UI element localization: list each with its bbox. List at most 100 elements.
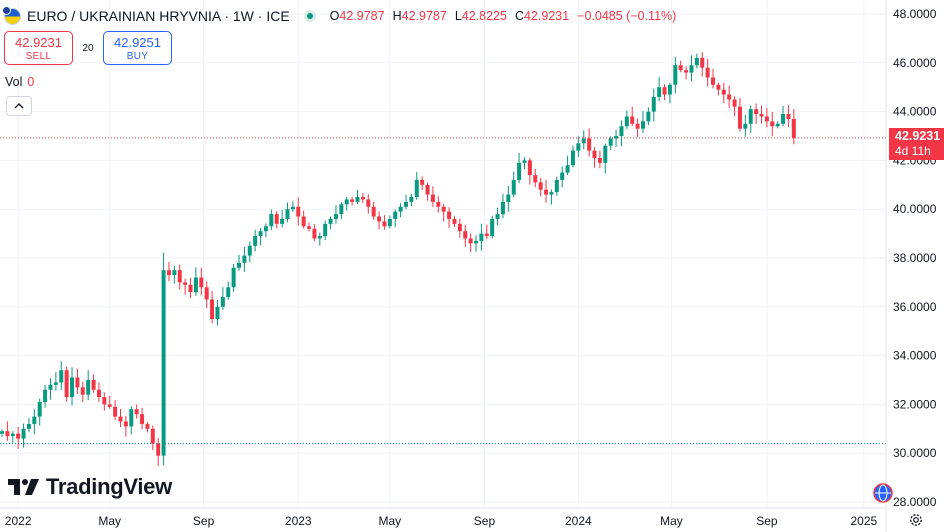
candle-body (193, 277, 198, 293)
x-tick-label: 2025 (850, 514, 877, 528)
candle-body (737, 106, 742, 129)
candle-body (403, 201, 408, 207)
candle-body (398, 206, 403, 212)
candle-body (80, 387, 85, 395)
y-tick-label: 44.0000 (893, 105, 937, 119)
buy-price: 42.9251 (114, 35, 161, 50)
candle-body (538, 182, 543, 190)
candle-body (533, 175, 538, 183)
candle-body (544, 189, 549, 195)
candle-body (258, 231, 263, 237)
candle-body (570, 150, 575, 166)
buy-button[interactable]: 42.9251 BUY (103, 31, 172, 65)
chart-header: EURO / UKRAINIAN HRYVNIA · 1W · ICE O42.… (2, 5, 676, 26)
candle-body (210, 299, 215, 319)
candle-body (118, 416, 123, 422)
candle-body (21, 428, 26, 439)
candle-body (619, 126, 624, 136)
candle-body (263, 226, 268, 232)
candle-body (242, 255, 247, 263)
candle-body (231, 267, 236, 288)
candle-body (59, 370, 64, 383)
spread-value: 20 (82, 42, 94, 54)
candle-body (350, 199, 355, 202)
volume-value: 0 (27, 75, 35, 89)
candle-body (759, 114, 764, 117)
sell-button[interactable]: 42.9231 SELL (4, 31, 73, 65)
symbol-title[interactable]: EURO / UKRAINIAN HRYVNIA · 1W · ICE (27, 8, 290, 24)
candle-body (522, 160, 527, 163)
reference-line (0, 137, 886, 444)
candle-body (274, 214, 279, 224)
candle-body (576, 143, 581, 151)
candle-body (463, 231, 468, 239)
globe-icon[interactable] (873, 483, 893, 503)
candle-body (360, 197, 365, 200)
candle-body (527, 160, 532, 176)
candle-body (323, 223, 328, 237)
candle-body (53, 382, 58, 385)
volume-legend: Vol 0 (5, 75, 34, 89)
candle-body (172, 270, 177, 276)
ohlc-low: L42.8225 (454, 9, 507, 23)
candle-body (624, 116, 629, 127)
candle-body (614, 136, 619, 139)
candle-body (479, 233, 484, 241)
candle-body (215, 306, 220, 319)
last-price-label: 42.9231 4d 11h (889, 128, 944, 160)
candle-body (506, 194, 511, 202)
candle-body (312, 228, 317, 239)
candle-body (721, 89, 726, 95)
candle-body (301, 216, 306, 227)
candle-body (328, 218, 333, 224)
candle-body (26, 423, 31, 429)
x-tick-label: 2023 (285, 514, 312, 528)
candle-body (743, 123, 748, 129)
candle-body (107, 404, 112, 407)
candle-body (75, 377, 80, 388)
ohlc-close: C42.9231 (514, 9, 570, 23)
tradingview-logo[interactable]: TradingView (8, 474, 172, 500)
candle-body (366, 199, 371, 207)
candle-body (16, 433, 21, 439)
candle-body (791, 118, 796, 138)
candle-body (420, 179, 425, 185)
chart-grid (0, 0, 886, 508)
y-tick-label: 38.0000 (893, 251, 937, 265)
candle-body (748, 109, 753, 124)
candle-body (86, 380, 91, 395)
trade-buttons: 42.9231 SELL 20 42.9251 BUY (4, 31, 172, 65)
tradingview-logo-icon (8, 479, 39, 495)
candle-body (587, 138, 592, 151)
x-tick-label: Sep (474, 514, 496, 528)
candle-body (554, 179, 559, 193)
candle-body (673, 65, 678, 85)
candle-body (775, 123, 780, 127)
candle-body (711, 77, 716, 85)
volume-label: Vol (5, 75, 23, 89)
bar-countdown: 4d 11h (895, 144, 931, 158)
x-tick-label: May (660, 514, 683, 528)
gear-icon[interactable] (908, 512, 924, 528)
sell-label: SELL (25, 51, 52, 62)
candle-body (597, 157, 602, 163)
candle-body (296, 206, 301, 217)
candle-body (646, 111, 651, 122)
candle-body (123, 421, 128, 427)
candle-body (290, 206, 295, 210)
candle-body (716, 84, 721, 90)
candle-body (689, 65, 694, 73)
candle-body (355, 197, 360, 202)
candle-body (409, 197, 414, 202)
candle-body (452, 218, 457, 224)
candle-body (565, 165, 570, 173)
candle-body (635, 123, 640, 129)
y-tick-label: 28.0000 (893, 495, 937, 509)
candle-body (484, 233, 489, 237)
collapse-legend-button[interactable] (6, 96, 32, 116)
candle-body (511, 179, 516, 195)
price-axis: 28.0000 30.0000 32.0000 34.0000 36.0000 38.00… (885, 0, 937, 532)
x-tick-label: Sep (193, 514, 215, 528)
candle-body (425, 184, 430, 195)
